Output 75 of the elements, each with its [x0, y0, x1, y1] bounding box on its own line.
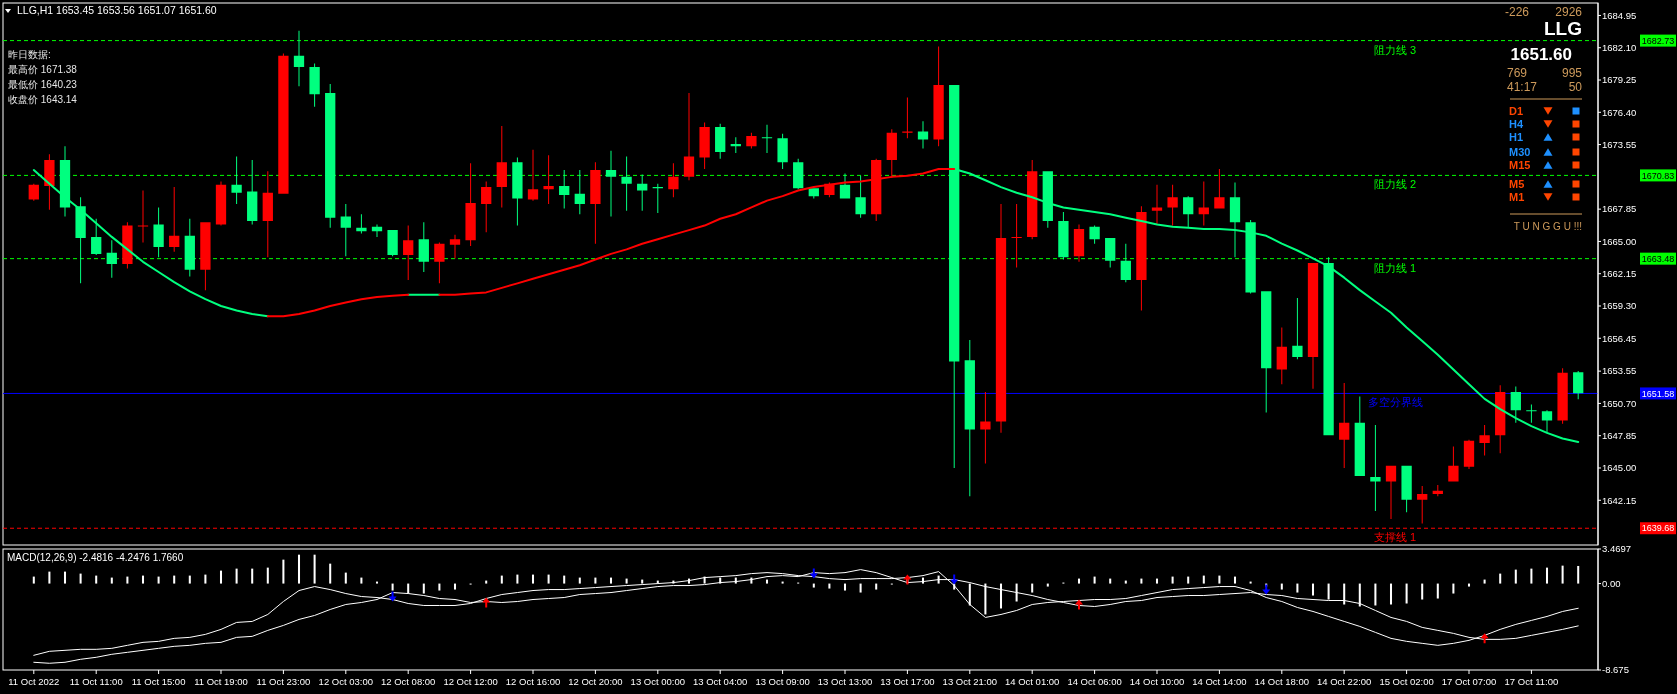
- ref-line-label: 阻力线 1: [1373, 261, 1417, 274]
- x-tick-label: 13 Oct 21:00: [942, 676, 997, 687]
- y-tick-label: 1647.85: [1602, 430, 1637, 442]
- text: 1651.58: [1641, 388, 1675, 399]
- x-tick-label: 12 Oct 12:00: [443, 676, 498, 687]
- x-tick-label: 14 Oct 06:00: [1067, 676, 1122, 687]
- annotation: 最高价 1671.38: [8, 64, 78, 75]
- y-tick-label: 1684.95: [1602, 9, 1637, 21]
- annotation: 41:17: [1507, 80, 1538, 94]
- x-tick-label: 11 Oct 23:00: [256, 676, 311, 687]
- annotation: D1: [1509, 104, 1524, 117]
- annotation: 昨日数据:: [8, 49, 51, 60]
- annotation: H1: [1509, 130, 1524, 143]
- annotation: M15: [1509, 158, 1531, 171]
- x-tick-label: 12 Oct 03:00: [318, 676, 373, 687]
- y-tick-label: 0.00: [1602, 577, 1621, 589]
- y-tick-label: 1673.55: [1602, 138, 1637, 150]
- y-tick-label: 1642.15: [1602, 494, 1637, 506]
- x-tick-label: 14 Oct 18:00: [1254, 676, 1309, 687]
- x-tick-label: 12 Oct 08:00: [381, 676, 436, 687]
- annotation: M1: [1509, 190, 1525, 203]
- x-tick-label: 14 Oct 14:00: [1192, 676, 1247, 687]
- annotation: M30: [1509, 145, 1531, 158]
- y-tick-label: 3.4697: [1602, 543, 1632, 555]
- y-tick-label: 1676.40: [1602, 106, 1637, 118]
- x-tick-label: 11 Oct 19:00: [194, 676, 248, 687]
- annotation: -226: [1505, 5, 1530, 19]
- text: 1670.83: [1641, 170, 1675, 181]
- y-tick-label: 1659.30: [1602, 300, 1637, 312]
- y-tick-label: 1682.10: [1602, 42, 1637, 54]
- text: 1663.48: [1641, 253, 1675, 264]
- y-tick-label: 1650.70: [1602, 397, 1637, 409]
- text: 1639.68: [1641, 523, 1675, 534]
- y-tick-label: 1656.45: [1602, 332, 1637, 344]
- ref-line-label: 阻力线 2: [1373, 178, 1417, 191]
- annotation: LLG: [1544, 18, 1582, 39]
- annotation: H4: [1509, 117, 1524, 130]
- x-tick-label: 11 Oct 15:00: [131, 676, 186, 687]
- annotation: 最低价 1640.23: [8, 79, 78, 90]
- annotation: 769: [1507, 66, 1528, 80]
- x-tick-label: 13 Oct 09:00: [755, 676, 810, 687]
- x-tick-label: 11 Oct 2022: [8, 676, 60, 687]
- ref-line-label: 支撑线 1: [1373, 531, 1417, 544]
- x-tick-label: 14 Oct 01:00: [1005, 676, 1060, 687]
- y-tick-label: 1665.00: [1602, 235, 1637, 247]
- y-tick-label: 1653.55: [1602, 365, 1637, 377]
- annotation: T U N G G U !!!: [1513, 221, 1582, 232]
- ref-line-label: 阻力线 3: [1373, 43, 1417, 56]
- chart-title: LLG,H1 1653.45 1653.56 1651.07 1651.60: [17, 4, 217, 16]
- annotation: 50: [1568, 80, 1583, 94]
- annotation: 2926: [1555, 5, 1583, 19]
- x-tick-label: 11 Oct 11:00: [69, 676, 123, 687]
- annotation: 1651.60: [1510, 45, 1572, 64]
- x-tick-label: 12 Oct 20:00: [568, 676, 623, 687]
- y-tick-label: 1662.15: [1602, 268, 1637, 280]
- annotation: M5: [1509, 177, 1525, 190]
- annotation: 995: [1561, 66, 1583, 80]
- x-tick-label: 15 Oct 02:00: [1379, 676, 1434, 687]
- y-tick-label: 1645.00: [1602, 462, 1637, 474]
- y-tick-label: 1679.25: [1602, 74, 1637, 86]
- chart-title: MACD(12,26,9) -2.4816 -4.2476 1.7660: [7, 552, 184, 563]
- ref-line-label: 多空分界线: [1367, 396, 1423, 409]
- x-tick-label: 12 Oct 16:00: [505, 676, 561, 687]
- x-tick-label: 14 Oct 10:00: [1129, 676, 1185, 687]
- x-tick-label: 13 Oct 00:00: [630, 676, 685, 687]
- x-tick-label: 17 Oct 07:00: [1441, 676, 1497, 687]
- annotation: 收盘价 1643.14: [8, 94, 78, 105]
- x-tick-label: 13 Oct 17:00: [880, 676, 935, 687]
- x-tick-label: 13 Oct 04:00: [693, 676, 748, 687]
- x-tick-label: 13 Oct 13:00: [817, 676, 873, 687]
- text: 1682.73: [1641, 35, 1675, 46]
- x-tick-label: 17 Oct 11:00: [1504, 676, 1559, 687]
- x-tick-label: 14 Oct 22:00: [1317, 676, 1372, 687]
- y-tick-label: -8.675: [1602, 664, 1629, 676]
- y-tick-label: 1667.85: [1602, 203, 1637, 215]
